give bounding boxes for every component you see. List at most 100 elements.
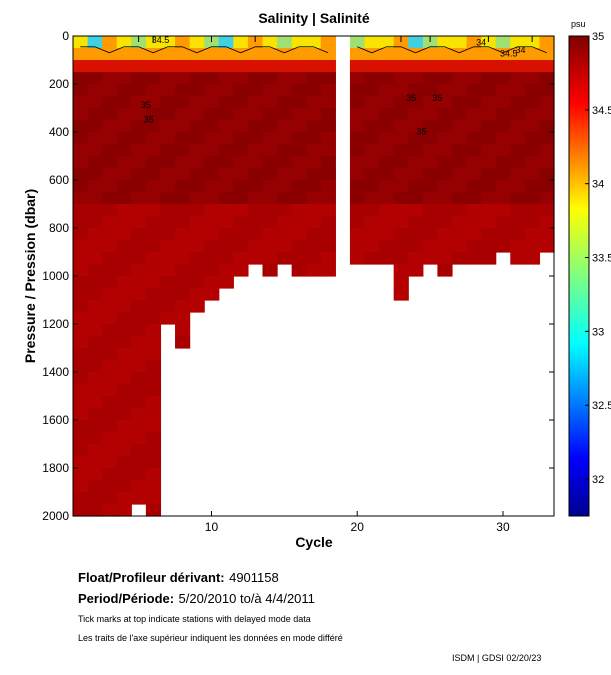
salinity-cell	[262, 108, 278, 121]
salinity-cell	[102, 408, 118, 421]
salinity-cell	[204, 72, 220, 85]
salinity-cell	[116, 96, 132, 109]
salinity-cell	[116, 180, 132, 193]
salinity-cell	[408, 156, 424, 169]
salinity-cell	[175, 300, 191, 313]
salinity-cell	[408, 36, 424, 49]
salinity-cell	[160, 108, 176, 121]
salinity-cell	[408, 96, 424, 109]
salinity-cell	[87, 420, 103, 433]
salinity-cell	[160, 120, 176, 133]
salinity-cell	[437, 48, 453, 61]
period-label: Period/Période:	[78, 591, 175, 606]
salinity-cell	[451, 180, 468, 193]
salinity-cell	[116, 288, 132, 301]
salinity-cell	[87, 204, 103, 217]
salinity-cell	[218, 204, 234, 217]
salinity-cell	[262, 204, 278, 217]
salinity-cell	[116, 108, 132, 121]
salinity-cell	[218, 276, 234, 289]
salinity-cell	[131, 132, 147, 145]
salinity-cell	[306, 48, 322, 61]
salinity-cell	[510, 48, 526, 61]
salinity-cell	[247, 84, 264, 97]
salinity-cell	[451, 72, 468, 85]
salinity-cell	[73, 420, 89, 433]
salinity-cell	[524, 216, 541, 229]
salinity-cell	[379, 144, 395, 157]
salinity-cell	[116, 168, 132, 181]
salinity-cell	[364, 204, 380, 217]
salinity-cell	[510, 180, 526, 193]
salinity-cell	[87, 60, 103, 73]
salinity-cell	[320, 168, 336, 181]
salinity-cell	[218, 156, 234, 169]
salinity-cell	[233, 180, 249, 193]
salinity-cell	[189, 240, 205, 253]
salinity-cell	[116, 396, 132, 409]
salinity-cell	[175, 60, 191, 73]
salinity-cell	[437, 144, 453, 157]
salinity-cell	[364, 132, 380, 145]
salinity-cell	[102, 132, 118, 145]
salinity-cell	[277, 96, 293, 109]
salinity-cell	[466, 72, 482, 85]
salinity-cell	[539, 180, 555, 193]
salinity-cell	[73, 480, 89, 493]
salinity-cell	[102, 420, 118, 433]
salinity-cell	[262, 48, 278, 61]
salinity-cell	[73, 72, 89, 85]
salinity-cell	[73, 96, 89, 109]
salinity-cell	[175, 96, 191, 109]
salinity-cell	[73, 288, 89, 301]
salinity-cell	[481, 204, 497, 217]
salinity-cell	[349, 168, 366, 181]
salinity-cell	[510, 252, 526, 265]
salinity-cell	[116, 324, 132, 337]
salinity-cell	[175, 252, 191, 265]
salinity-cell	[233, 108, 249, 121]
salinity-cell	[102, 456, 118, 469]
x-tick-label: 30	[496, 520, 510, 534]
salinity-cell	[233, 84, 249, 97]
salinity-cell	[145, 156, 162, 169]
salinity-cell	[131, 300, 147, 313]
salinity-cell	[233, 60, 249, 73]
salinity-cell	[145, 504, 162, 517]
salinity-cell	[145, 312, 162, 325]
salinity-cell	[233, 192, 249, 205]
salinity-cell	[539, 96, 555, 109]
salinity-cell	[481, 144, 497, 157]
salinity-cell	[131, 456, 147, 469]
salinity-cell	[524, 240, 541, 253]
salinity-cell	[204, 276, 220, 289]
salinity-cell	[145, 360, 162, 373]
salinity-cell	[87, 240, 103, 253]
salinity-cell	[218, 132, 234, 145]
salinity-cell	[262, 120, 278, 133]
salinity-cell	[131, 360, 147, 373]
salinity-cell	[393, 276, 409, 289]
salinity-cell	[73, 360, 89, 373]
salinity-cell	[539, 228, 555, 241]
salinity-cell	[87, 384, 103, 397]
salinity-cell	[510, 84, 526, 97]
salinity-cell	[524, 36, 541, 49]
salinity-cell	[87, 72, 103, 85]
salinity-cell	[131, 180, 147, 193]
salinity-cell	[116, 36, 132, 49]
salinity-cell	[510, 144, 526, 157]
salinity-cell	[218, 240, 234, 253]
salinity-cell	[495, 108, 511, 121]
salinity-cell	[160, 204, 176, 217]
salinity-cell	[189, 84, 205, 97]
salinity-cell	[145, 252, 162, 265]
salinity-cell	[204, 120, 220, 133]
salinity-cell	[422, 36, 438, 49]
salinity-cell	[87, 144, 103, 157]
salinity-cell	[481, 180, 497, 193]
salinity-cell	[247, 144, 264, 157]
salinity-cell	[422, 168, 438, 181]
salinity-cell	[320, 72, 336, 85]
salinity-cell	[320, 204, 336, 217]
